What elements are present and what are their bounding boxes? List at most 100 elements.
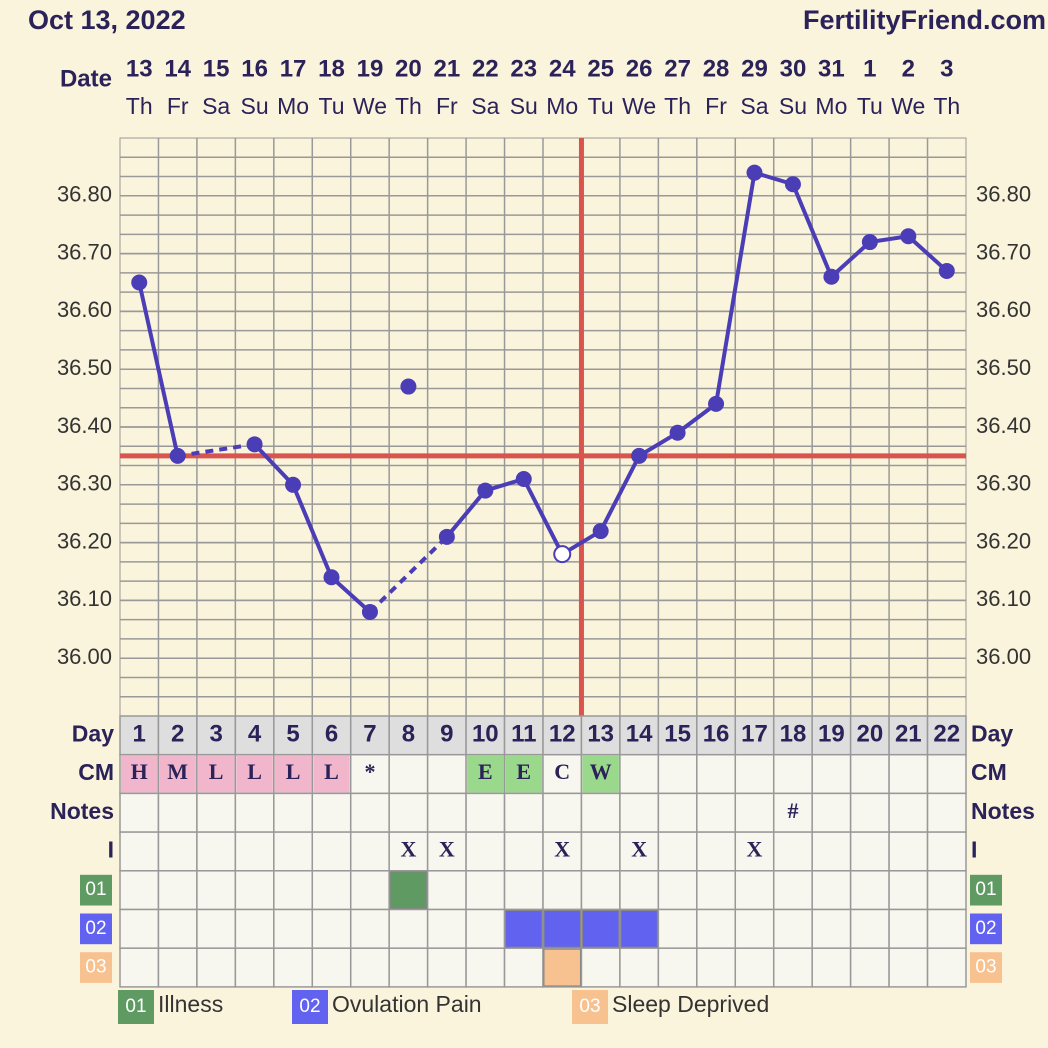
weekday-label: Tu <box>588 93 614 119</box>
legend-label: Illness <box>158 991 223 1017</box>
note: # <box>787 798 798 823</box>
table-cell <box>157 908 198 949</box>
row-label: Day <box>72 720 114 746</box>
legend-code: 03 <box>579 996 600 1017</box>
weekday-label: Th <box>126 93 153 119</box>
day-number: 22 <box>933 721 960 748</box>
table-cell <box>580 870 621 911</box>
table-cell <box>849 831 890 872</box>
weekday-label: Sa <box>202 93 230 119</box>
weekday-label: Su <box>241 93 269 119</box>
table-cell <box>157 715 198 756</box>
table-cell <box>657 870 698 911</box>
cm-value: E <box>516 759 531 784</box>
symptom-badge-right-code: 01 <box>975 879 996 900</box>
symptom-badge-right-code: 03 <box>975 957 996 978</box>
table-cell <box>734 753 775 795</box>
y-tick-label-right: 36.30 <box>976 471 1031 496</box>
symptom-badge <box>80 952 112 983</box>
table-cell <box>542 831 583 872</box>
table-cell <box>888 831 929 872</box>
y-tick-label: 36.20 <box>57 528 112 553</box>
cm-cell <box>467 755 504 793</box>
temp-segment <box>291 484 334 579</box>
date-label: 30 <box>780 55 807 82</box>
temp-point <box>553 545 572 564</box>
table-cell <box>426 792 467 833</box>
symptom-cell <box>389 871 428 909</box>
table-cell <box>503 947 544 988</box>
cm-value: M <box>167 759 188 784</box>
row-label: Notes <box>50 798 114 824</box>
table-cell <box>619 792 660 833</box>
table-cell <box>234 947 275 988</box>
table-cell <box>811 870 852 911</box>
table-cell <box>273 908 314 949</box>
date-label: 26 <box>626 55 653 82</box>
cm-cell <box>505 755 542 793</box>
table-cell <box>926 947 967 988</box>
table-cell <box>888 947 929 988</box>
cm-value: * <box>364 759 375 784</box>
day-number: 4 <box>248 721 262 748</box>
table-cell <box>811 947 852 988</box>
legend-label: Sleep Deprived <box>612 991 769 1017</box>
temp-segment <box>330 575 372 614</box>
date-label: 2 <box>902 55 915 82</box>
symptom-badge-code: 02 <box>85 918 106 939</box>
table-cell <box>849 947 890 988</box>
table-cell <box>542 792 583 833</box>
table-cell <box>273 870 314 911</box>
row-label-right: Notes <box>971 798 1035 824</box>
cm-value: L <box>209 759 224 784</box>
temp-point <box>323 569 340 586</box>
date-label: 27 <box>664 55 691 82</box>
table-cell <box>426 831 467 872</box>
table-cell <box>696 831 737 872</box>
intercourse-mark: X <box>554 836 570 861</box>
table-cell <box>888 792 929 833</box>
table-cell <box>888 753 929 795</box>
day-number: 16 <box>703 721 730 748</box>
date-label: 23 <box>510 55 537 82</box>
table-cell <box>349 908 390 949</box>
table-cell <box>772 908 813 949</box>
table-cell <box>696 870 737 911</box>
table-cell <box>196 831 237 872</box>
temp-point <box>246 436 263 453</box>
symptom-cell <box>620 910 658 948</box>
table-cell <box>196 908 237 949</box>
table-cell <box>388 753 429 795</box>
table-cell <box>273 831 314 872</box>
day-number: 13 <box>587 721 614 748</box>
table-cell <box>426 870 467 911</box>
table-cell <box>157 831 198 872</box>
table-cell <box>696 792 737 833</box>
x-label: Date <box>60 65 112 92</box>
table-cell <box>196 947 237 988</box>
cm-cell <box>121 755 158 793</box>
symptom-cell <box>581 910 620 948</box>
table-cell <box>119 908 160 949</box>
symptom-badge-right-code: 02 <box>975 918 996 939</box>
temp-segment <box>368 535 449 614</box>
day-number: 9 <box>440 721 453 748</box>
table-cell <box>388 715 429 756</box>
date-label: 1 <box>863 55 876 82</box>
table-cell <box>503 831 544 872</box>
table-cell <box>388 908 429 949</box>
temp-segment <box>676 402 718 435</box>
table-cell <box>888 870 929 911</box>
day-number: 11 <box>511 721 536 748</box>
table-cell <box>157 792 198 833</box>
weekday-label: Mo <box>546 93 578 119</box>
table-cell <box>465 831 506 872</box>
symptom-badge <box>80 874 112 906</box>
weekday-label: Th <box>664 93 691 119</box>
y-tick-label-right: 36.10 <box>976 586 1031 611</box>
table-cell <box>542 870 583 911</box>
table-cell <box>619 947 660 988</box>
temp-point <box>669 424 686 441</box>
legend-label: Ovulation Pain <box>332 991 482 1017</box>
